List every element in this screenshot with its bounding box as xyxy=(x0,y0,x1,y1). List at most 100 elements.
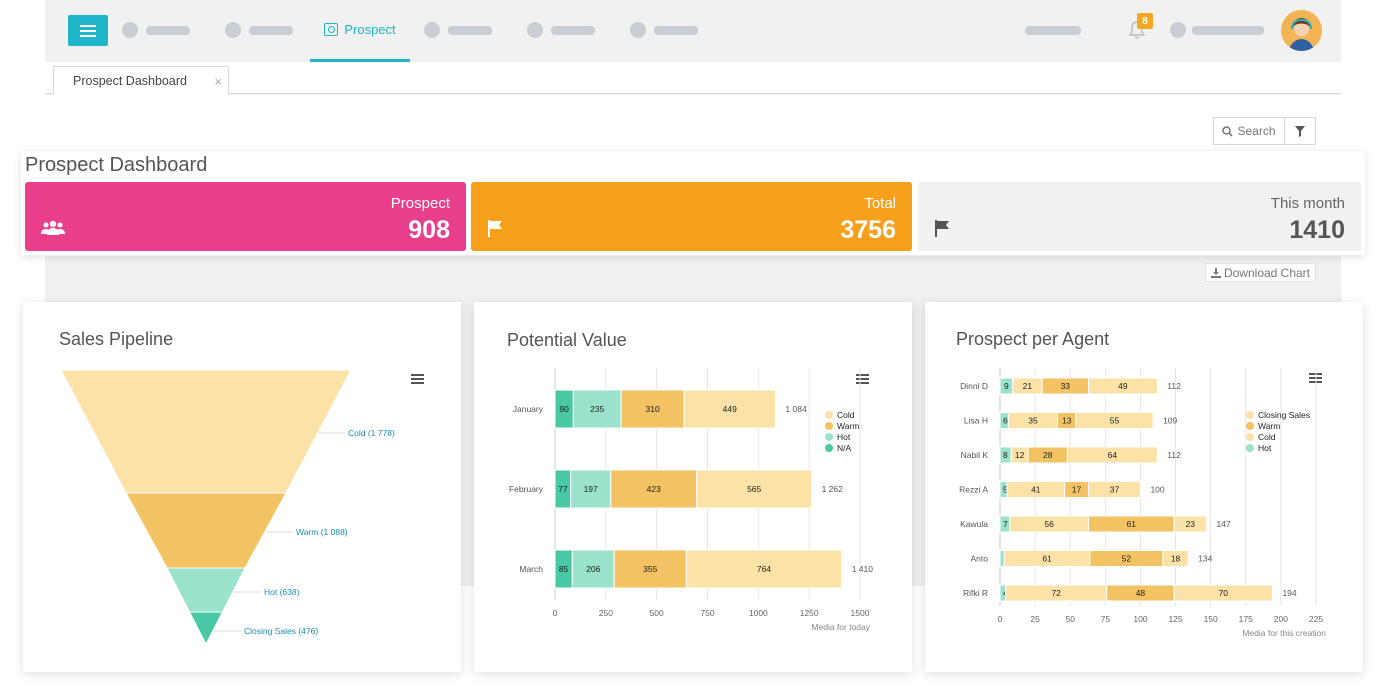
bar-total-label: 147 xyxy=(1216,519,1230,529)
funnel-segment-closing-sales xyxy=(188,611,224,646)
y-category-label: Lisa H xyxy=(964,416,988,426)
x-tick-label: 50 xyxy=(1065,614,1075,624)
notification-badge: 8 xyxy=(1137,13,1153,29)
stat-card-total[interactable]: Total 3756 xyxy=(471,182,912,251)
funnel-label: Cold (1 778) xyxy=(348,428,395,438)
x-tick-label: 75 xyxy=(1101,614,1111,624)
nav-item-placeholder-3[interactable] xyxy=(424,22,492,38)
bar-data-label: 206 xyxy=(586,564,600,574)
bar-total-label: 194 xyxy=(1282,588,1296,598)
bar-total-label: 100 xyxy=(1150,485,1164,495)
x-tick-label: 0 xyxy=(553,608,558,618)
bar-segment xyxy=(1173,515,1207,533)
bar-data-label: 70 xyxy=(1219,588,1229,598)
y-category-label: January xyxy=(513,404,544,414)
stat-card-this-month[interactable]: This month 1410 xyxy=(918,182,1361,251)
legend-marker xyxy=(1246,411,1254,419)
bar-data-label: 423 xyxy=(647,484,661,494)
stat-label: Prospect xyxy=(390,195,450,212)
prospect-per-agent-card: Prospect per Agent 0 25 50 75 100 125 150 175 20… xyxy=(925,302,1363,672)
stat-value: 3756 xyxy=(840,216,896,244)
funnel-segment-hot xyxy=(166,567,246,613)
close-tab-icon[interactable]: × xyxy=(214,74,222,89)
bar-segment xyxy=(571,549,615,589)
page-title: Prospect Dashboard xyxy=(25,154,208,176)
avatar[interactable] xyxy=(1281,10,1322,51)
legend-marker xyxy=(825,444,833,452)
bar-data-label: 565 xyxy=(747,484,761,494)
stat-value: 1410 xyxy=(1289,216,1345,244)
download-chart-button[interactable]: Download Chart xyxy=(1205,263,1316,282)
chart-menu-icon[interactable] xyxy=(856,374,869,376)
bar-segment xyxy=(696,469,813,509)
x-tick-label: 750 xyxy=(700,608,714,618)
bar-segment xyxy=(683,389,776,429)
legend-item: Hot xyxy=(1258,443,1272,453)
bar-data-label: 90 xyxy=(559,404,569,414)
tab-strip xyxy=(45,62,1341,94)
bar-segment xyxy=(1162,550,1189,567)
nav-item-placeholder-1[interactable] xyxy=(122,22,190,38)
bar-total-label: 112 xyxy=(1167,381,1181,391)
bar-data-label: 5 xyxy=(1003,485,1008,495)
x-tick-label: 1500 xyxy=(851,608,870,618)
menu-toggle-button[interactable] xyxy=(68,15,108,46)
user-menu[interactable] xyxy=(1170,22,1264,38)
bar-data-label: 764 xyxy=(757,564,771,574)
x-tick-label: 0 xyxy=(998,614,1003,624)
filter-button[interactable] xyxy=(1284,117,1316,145)
bar-segment xyxy=(1087,481,1141,498)
stat-card-prospect[interactable]: Prospect 908 xyxy=(25,182,466,251)
legend-marker xyxy=(1246,444,1254,452)
legend-marker xyxy=(1246,433,1254,441)
nav-item-prospect[interactable]: Prospect xyxy=(310,0,410,62)
bar-data-label: 55 xyxy=(1110,416,1120,426)
chart-title: Sales Pipeline xyxy=(59,329,174,349)
bar-data-label: 12 xyxy=(1015,450,1025,460)
bar-data-label: 23 xyxy=(1186,519,1196,529)
x-tick-label: 150 xyxy=(1204,614,1218,624)
chart-menu-icon[interactable] xyxy=(411,374,424,376)
x-tick-label: 100 xyxy=(1133,614,1147,624)
flag-icon xyxy=(488,220,502,237)
search-icon xyxy=(1222,125,1234,137)
legend-marker xyxy=(825,422,833,430)
bar-segment xyxy=(610,469,698,509)
x-tick-label: 500 xyxy=(650,608,664,618)
bar-total-label: 112 xyxy=(1167,450,1181,460)
bar-data-label: 77 xyxy=(558,484,568,494)
funnel-label: Closing Sales (476) xyxy=(244,626,318,636)
bar-data-label: 41 xyxy=(1031,485,1041,495)
funnel-segment-cold xyxy=(60,369,352,494)
bar-segment xyxy=(570,469,612,509)
bar-data-label: 56 xyxy=(1044,519,1054,529)
bar-segment xyxy=(572,389,622,429)
funnel-label: Hot (638) xyxy=(264,587,300,597)
bar-data-label: 85 xyxy=(559,564,569,574)
sales-pipeline-card: Sales Pipeline Cold (1 778) Warm (1 088) H… xyxy=(23,302,461,672)
users-icon xyxy=(41,220,65,235)
bar-data-label: 8 xyxy=(1003,450,1008,460)
potential-value-chart: 0 250 500 750 1000 1250 1500 Media for today Jan… xyxy=(509,368,873,632)
search-button[interactable]: Search xyxy=(1213,117,1285,145)
download-label: Download Chart xyxy=(1223,265,1311,280)
nav-item-placeholder-5[interactable] xyxy=(630,22,698,38)
bar-data-label: 64 xyxy=(1108,450,1118,460)
nav-item-placeholder-2[interactable] xyxy=(225,22,293,38)
x-tick-label: 1000 xyxy=(749,608,768,618)
bar-data-label: 21 xyxy=(1023,381,1033,391)
bar-segment xyxy=(620,389,685,429)
stat-label: This month xyxy=(1270,195,1345,212)
bar-total-label: 109 xyxy=(1163,416,1177,426)
x-tick-label: 125 xyxy=(1168,614,1182,624)
chart-title: Prospect per Agent xyxy=(956,329,1110,349)
y-category-label: February xyxy=(509,484,544,494)
stat-value: 908 xyxy=(408,216,450,244)
tab-prospect-dashboard[interactable]: Prospect Dashboard × xyxy=(53,66,229,95)
nav-item-placeholder-4[interactable] xyxy=(527,22,595,38)
nav-item-label: Prospect xyxy=(344,22,396,37)
x-tick-label: 200 xyxy=(1274,614,1288,624)
bar-total-label: 1 262 xyxy=(822,484,844,494)
x-tick-label: 25 xyxy=(1030,614,1040,624)
